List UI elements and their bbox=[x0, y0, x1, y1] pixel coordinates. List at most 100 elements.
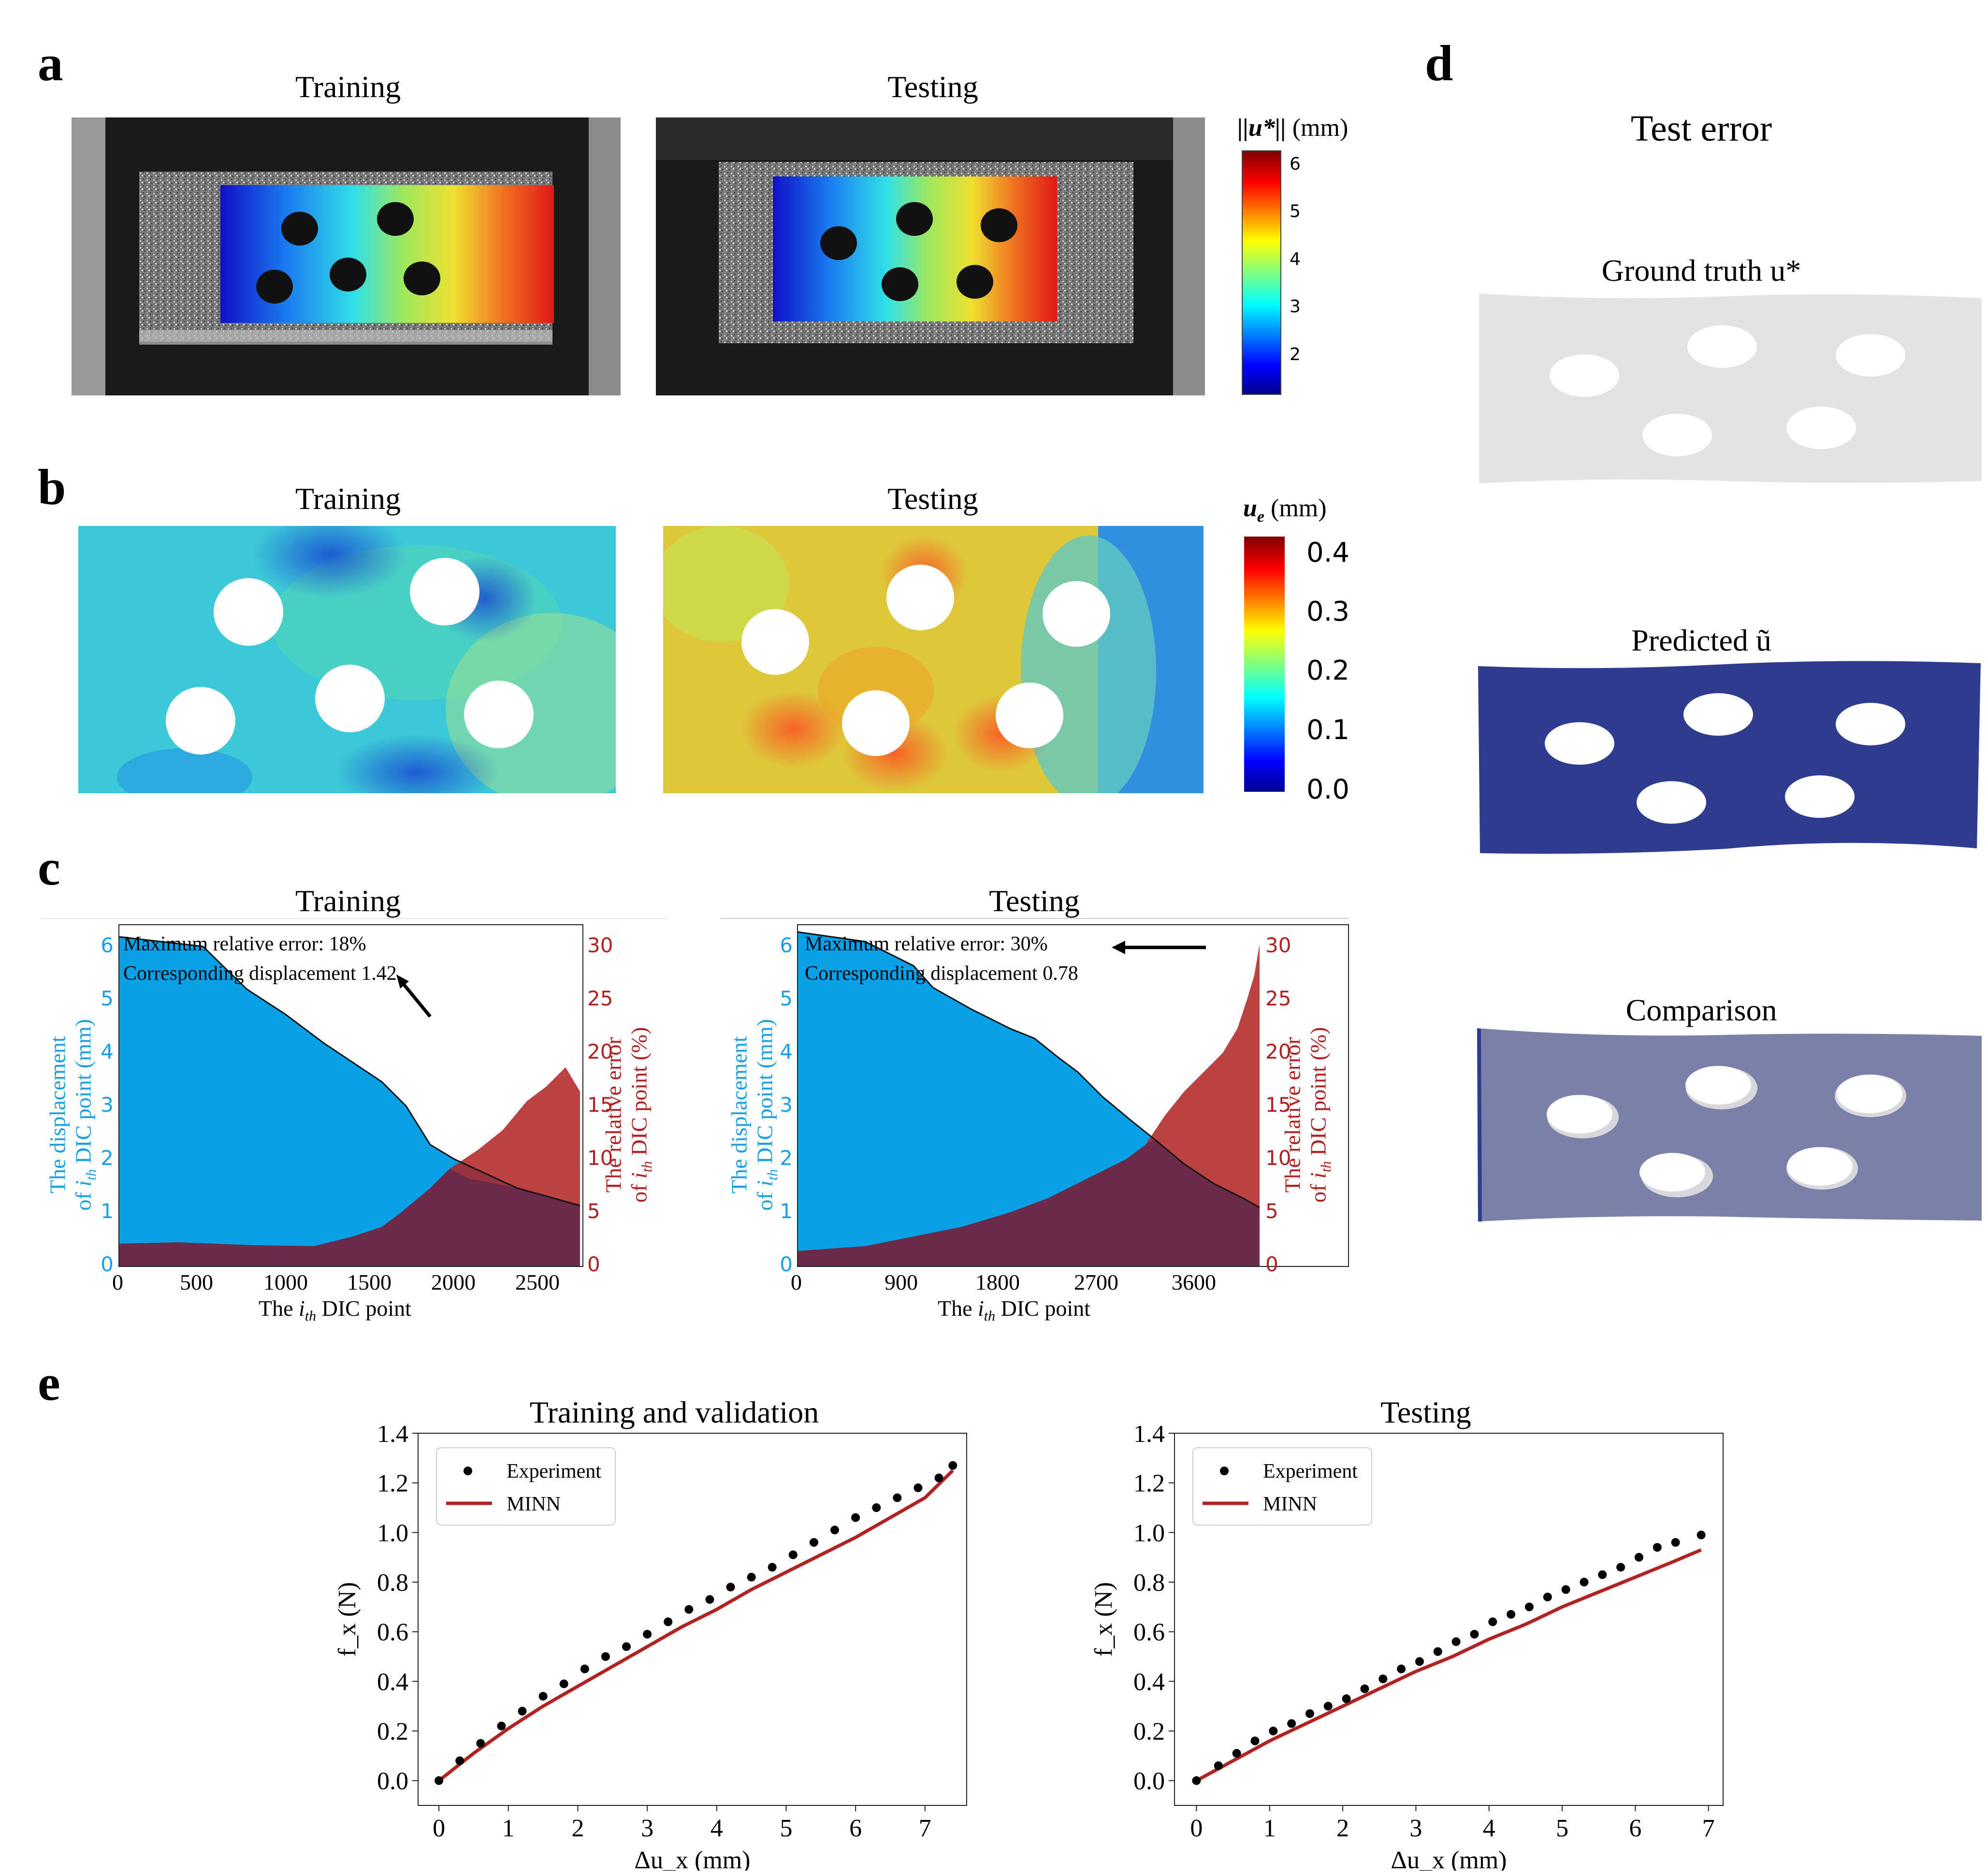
panel-c-testing-ylabel-left: The displacement of ith DIC point (mm) bbox=[726, 1019, 781, 1211]
experiment-point bbox=[1323, 1701, 1333, 1711]
panel-a-testing-title: Testing bbox=[887, 70, 978, 104]
experiment-point bbox=[1653, 1543, 1662, 1552]
legend-minn-label: MINN bbox=[507, 1493, 561, 1515]
panel-b-colorbar-label: ue (mm) bbox=[1243, 494, 1327, 526]
experiment-point bbox=[1616, 1563, 1625, 1572]
experiment-point bbox=[1507, 1610, 1516, 1619]
panel-c-training-annotation: Maximum relative error: 18% Correspondin… bbox=[123, 933, 397, 985]
panel-d-comparison-shape bbox=[1477, 1028, 1982, 1222]
experiment-point bbox=[538, 1692, 548, 1701]
experiment-point bbox=[830, 1526, 840, 1535]
y-tick-label: 1.0 bbox=[377, 1519, 408, 1547]
experiment-point bbox=[934, 1473, 943, 1483]
experiment-point bbox=[768, 1563, 777, 1572]
x-tick-label: 3 bbox=[1409, 1815, 1422, 1842]
x-tick-label: 2 bbox=[571, 1815, 584, 1842]
panel-label-e: e bbox=[38, 1354, 60, 1411]
panel-d-ground-truth-shape bbox=[1479, 293, 1982, 483]
experiment-point bbox=[476, 1739, 485, 1748]
x-tick-label: 3 bbox=[641, 1815, 653, 1842]
experiment-point bbox=[1342, 1694, 1351, 1703]
x-tick-label: 5 bbox=[780, 1815, 792, 1842]
experiment-point bbox=[455, 1756, 464, 1765]
experiment-point bbox=[788, 1550, 798, 1559]
experiment-point bbox=[1524, 1602, 1534, 1612]
experiment-point bbox=[1378, 1674, 1388, 1684]
experiment-point bbox=[1269, 1727, 1278, 1735]
y-tick-label: 1.2 bbox=[1133, 1470, 1165, 1498]
panel-b-testing-title: Testing bbox=[887, 481, 978, 516]
experiment-point bbox=[1192, 1776, 1201, 1785]
y-tick-label: 0.2 bbox=[377, 1718, 408, 1745]
experiment-point bbox=[705, 1595, 714, 1604]
experiment-point bbox=[1598, 1570, 1607, 1579]
panel-d-cmp-label: Comparison bbox=[1625, 993, 1777, 1027]
panel-c-testing-xlabel: The ith DIC point bbox=[938, 1296, 1090, 1324]
experiment-point bbox=[1397, 1664, 1406, 1673]
legend-minn-label: MINN bbox=[1263, 1493, 1317, 1515]
y-axis-label: f_x (N) bbox=[334, 1582, 361, 1657]
x-tick-label: 0 bbox=[433, 1815, 445, 1842]
panel-d-gt-label: Ground truth u* bbox=[1601, 253, 1801, 288]
experiment-point bbox=[1305, 1709, 1314, 1718]
y-tick-label: 1.4 bbox=[377, 1426, 408, 1448]
panel-b-training-error-map bbox=[78, 526, 616, 793]
panel-c-testing-plot bbox=[720, 918, 1349, 1267]
minn-line bbox=[437, 1469, 954, 1782]
minn-line bbox=[1195, 1548, 1702, 1782]
panel-c-training-title: Training bbox=[295, 884, 401, 918]
experiment-point bbox=[643, 1629, 652, 1639]
x-tick-label: 0 bbox=[1190, 1815, 1203, 1842]
plot-frame bbox=[418, 1433, 967, 1806]
legend-experiment-marker bbox=[464, 1467, 472, 1475]
x-tick-label: 2 bbox=[1336, 1815, 1349, 1842]
x-tick-label: 6 bbox=[1629, 1815, 1641, 1842]
panel-a-training-title: Training bbox=[295, 70, 401, 104]
experiment-point bbox=[1451, 1637, 1461, 1646]
experiment-point bbox=[664, 1617, 673, 1627]
experiment-point bbox=[948, 1461, 957, 1470]
experiment-point bbox=[435, 1776, 444, 1785]
experiment-point bbox=[747, 1572, 756, 1582]
experiment-point bbox=[1561, 1585, 1570, 1594]
panel-c-training-plot bbox=[118, 924, 583, 1267]
experiment-point bbox=[497, 1721, 506, 1731]
panel-b-colorbar bbox=[1244, 537, 1285, 792]
legend-experiment-label: Experiment bbox=[1263, 1460, 1358, 1483]
experiment-point bbox=[1470, 1629, 1479, 1639]
experiment-point bbox=[1488, 1617, 1497, 1627]
panel-label-c: c bbox=[38, 839, 60, 896]
experiment-point bbox=[872, 1503, 881, 1512]
experiment-point bbox=[601, 1652, 610, 1661]
panel-d-title: Test error bbox=[1630, 108, 1772, 149]
y-tick-label: 0.0 bbox=[1133, 1768, 1165, 1795]
experiment-point bbox=[580, 1664, 589, 1673]
panel-label-b: b bbox=[38, 459, 66, 515]
experiment-point bbox=[1415, 1657, 1424, 1666]
panel-e-testing-title: Testing bbox=[1380, 1395, 1471, 1429]
experiment-point bbox=[851, 1513, 860, 1522]
experiment-point bbox=[1232, 1749, 1241, 1758]
y-tick-label: 0.2 bbox=[1133, 1718, 1165, 1745]
legend-experiment-label: Experiment bbox=[507, 1460, 601, 1483]
x-tick-label: 6 bbox=[849, 1815, 862, 1842]
x-axis-label: Δu_x (mm) bbox=[1391, 1847, 1507, 1871]
experiment-point bbox=[893, 1493, 902, 1502]
y-tick-label: 0.6 bbox=[377, 1619, 408, 1646]
y-tick-label: 1.2 bbox=[377, 1470, 408, 1498]
experiment-point bbox=[1634, 1553, 1643, 1562]
y-tick-label: 0.4 bbox=[1133, 1668, 1165, 1696]
panel-e-training-chart: 0.0 0.2 0.4 0.6 0.8 1.0 1.2 1.4 0 1 2 3 4 5 6 7 Δu_x (mm… bbox=[334, 1426, 967, 1871]
experiment-point bbox=[1697, 1530, 1706, 1540]
x-tick-label: 4 bbox=[1483, 1815, 1495, 1842]
x-axis-label: Δu_x (mm) bbox=[635, 1847, 751, 1871]
legend-box bbox=[1192, 1447, 1372, 1526]
panel-b-training-title: Training bbox=[295, 481, 401, 516]
panel-d-pred-label: Predicted ũ bbox=[1631, 623, 1771, 657]
panel-d-predicted-shape bbox=[1478, 661, 1981, 854]
y-tick-label: 0.8 bbox=[377, 1569, 408, 1597]
panel-c-training-xlabel: The ith DIC point bbox=[259, 1296, 411, 1324]
y-tick-label: 0.4 bbox=[377, 1668, 408, 1696]
panel-a-training-photo bbox=[72, 117, 621, 395]
panel-e-testing-chart: 0.0 0.2 0.4 0.6 0.8 1.0 1.2 1.4 0 1 2 3 4 5 6 7 Δu_x (mm… bbox=[1090, 1426, 1724, 1871]
